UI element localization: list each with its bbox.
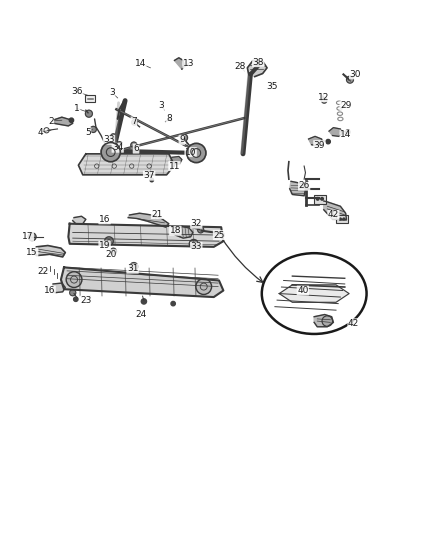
Text: 30: 30 xyxy=(350,70,361,79)
Text: 22: 22 xyxy=(38,267,49,276)
Text: 17: 17 xyxy=(22,232,34,241)
Circle shape xyxy=(69,118,74,123)
Text: 15: 15 xyxy=(26,248,38,257)
Circle shape xyxy=(343,218,345,220)
Polygon shape xyxy=(329,128,342,136)
Polygon shape xyxy=(171,157,182,164)
Text: 40: 40 xyxy=(297,286,308,295)
Circle shape xyxy=(101,142,120,161)
FancyBboxPatch shape xyxy=(85,95,95,102)
Text: 16: 16 xyxy=(44,286,55,295)
Polygon shape xyxy=(279,285,349,302)
Polygon shape xyxy=(324,201,346,220)
Circle shape xyxy=(110,248,117,254)
Text: 36: 36 xyxy=(71,87,83,96)
Text: 34: 34 xyxy=(112,143,124,152)
Circle shape xyxy=(131,142,137,148)
Text: 14: 14 xyxy=(340,130,351,139)
Text: 39: 39 xyxy=(314,141,325,150)
Polygon shape xyxy=(52,283,65,293)
Text: 37: 37 xyxy=(143,171,155,180)
Circle shape xyxy=(132,120,137,125)
Polygon shape xyxy=(73,216,86,224)
Text: 23: 23 xyxy=(80,296,92,305)
Polygon shape xyxy=(128,213,169,227)
Text: 11: 11 xyxy=(169,161,180,171)
Circle shape xyxy=(189,239,198,248)
Text: 12: 12 xyxy=(318,93,329,102)
Circle shape xyxy=(316,198,319,200)
Circle shape xyxy=(198,227,204,233)
Text: 4: 4 xyxy=(37,127,43,136)
Polygon shape xyxy=(314,314,333,327)
Text: 21: 21 xyxy=(151,209,162,219)
Polygon shape xyxy=(33,246,65,257)
Text: 14: 14 xyxy=(135,59,146,68)
Text: 24: 24 xyxy=(136,310,147,319)
Circle shape xyxy=(187,143,206,163)
Circle shape xyxy=(322,316,332,326)
Text: 3: 3 xyxy=(159,101,164,110)
Text: 19: 19 xyxy=(99,241,110,250)
Text: 1: 1 xyxy=(74,104,80,113)
Circle shape xyxy=(141,299,147,304)
Text: 2: 2 xyxy=(48,117,54,126)
Text: 42: 42 xyxy=(328,211,339,220)
Polygon shape xyxy=(54,117,73,126)
Text: 29: 29 xyxy=(340,101,351,110)
Text: 16: 16 xyxy=(99,215,110,224)
Circle shape xyxy=(346,76,353,83)
Polygon shape xyxy=(247,60,267,77)
Circle shape xyxy=(321,198,323,200)
Circle shape xyxy=(117,142,122,147)
Polygon shape xyxy=(78,154,174,175)
Circle shape xyxy=(66,272,82,287)
Text: 26: 26 xyxy=(298,181,310,190)
Text: 6: 6 xyxy=(133,144,139,153)
Circle shape xyxy=(70,289,76,296)
Circle shape xyxy=(90,126,96,133)
Text: 25: 25 xyxy=(213,231,225,239)
Text: 10: 10 xyxy=(185,148,196,157)
Text: 18: 18 xyxy=(170,226,181,235)
Text: 3: 3 xyxy=(109,88,115,97)
Circle shape xyxy=(105,237,113,246)
Circle shape xyxy=(111,134,116,139)
Text: 13: 13 xyxy=(183,59,194,68)
Polygon shape xyxy=(174,58,184,69)
Circle shape xyxy=(28,233,36,241)
Circle shape xyxy=(130,263,138,270)
Polygon shape xyxy=(61,268,223,297)
Circle shape xyxy=(171,302,175,306)
Circle shape xyxy=(150,179,153,182)
Text: 8: 8 xyxy=(166,114,172,123)
Text: 5: 5 xyxy=(85,127,91,136)
Text: 28: 28 xyxy=(234,62,246,71)
Circle shape xyxy=(346,130,350,134)
Text: 31: 31 xyxy=(127,264,138,273)
Circle shape xyxy=(74,297,78,302)
Circle shape xyxy=(339,218,341,220)
Circle shape xyxy=(196,279,212,294)
FancyBboxPatch shape xyxy=(336,215,348,223)
Circle shape xyxy=(326,140,330,144)
Text: 33: 33 xyxy=(191,243,202,252)
Polygon shape xyxy=(68,224,223,247)
FancyBboxPatch shape xyxy=(314,195,325,204)
Text: 20: 20 xyxy=(105,250,117,259)
Text: 42: 42 xyxy=(348,319,359,328)
Text: 35: 35 xyxy=(266,82,278,91)
Polygon shape xyxy=(308,136,323,146)
Text: 32: 32 xyxy=(191,219,202,228)
Polygon shape xyxy=(290,181,305,196)
Circle shape xyxy=(321,98,327,103)
Text: 7: 7 xyxy=(131,117,137,126)
Circle shape xyxy=(85,110,92,117)
Text: 38: 38 xyxy=(253,58,264,67)
Text: 9: 9 xyxy=(179,135,185,144)
Circle shape xyxy=(180,134,187,141)
Text: 33: 33 xyxy=(103,135,115,144)
Polygon shape xyxy=(172,227,193,238)
